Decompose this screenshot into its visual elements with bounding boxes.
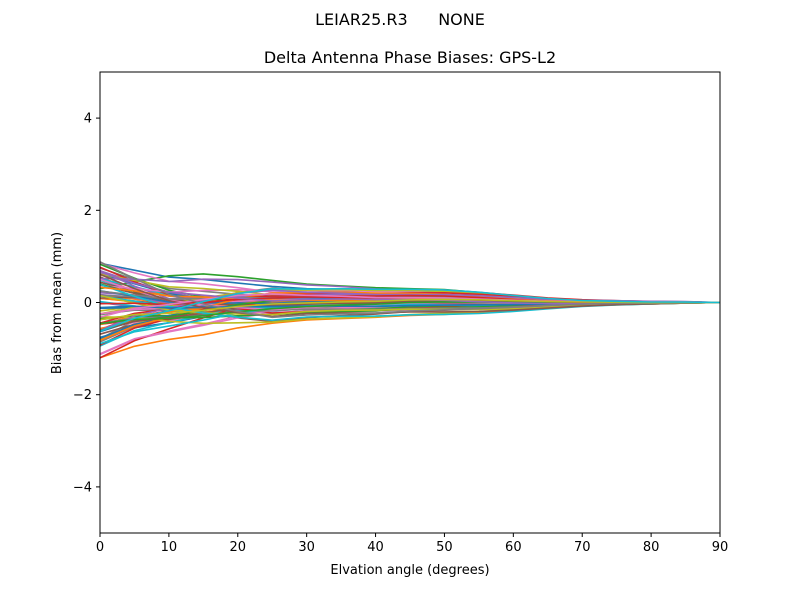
y-tick-label: 0 — [84, 296, 92, 311]
x-tick-label: 0 — [96, 540, 104, 555]
y-tick-label: −2 — [73, 388, 92, 403]
x-tick-label: 60 — [505, 540, 522, 555]
figure-suptitle: LEIAR25.R3 NONE — [315, 10, 485, 29]
y-tick-label: 4 — [84, 112, 92, 127]
y-tick-label: 2 — [84, 204, 92, 219]
x-tick-label: 50 — [436, 540, 453, 555]
x-tick-label: 40 — [367, 540, 384, 555]
x-tick-label: 30 — [298, 540, 315, 555]
x-tick-label: 80 — [643, 540, 660, 555]
x-axis-ticks: 0 10 20 30 40 50 60 70 80 90 — [96, 533, 728, 555]
x-tick-label: 90 — [712, 540, 729, 555]
y-axis-ticks: −4 −2 0 2 4 — [73, 112, 100, 495]
series-line — [99, 287, 721, 332]
x-axis-label: Elvation angle (degrees) — [330, 563, 489, 578]
y-tick-label: −4 — [73, 480, 92, 495]
chart-title: Delta Antenna Phase Biases: GPS-L2 — [263, 48, 557, 67]
series-lines — [99, 261, 721, 359]
y-axis-label: Bias from mean (mm) — [50, 232, 65, 374]
x-tick-label: 70 — [574, 540, 591, 555]
x-tick-label: 20 — [230, 540, 247, 555]
series-line — [99, 298, 720, 321]
x-tick-label: 10 — [161, 540, 178, 555]
series-line — [99, 261, 721, 319]
series-line — [99, 273, 721, 318]
